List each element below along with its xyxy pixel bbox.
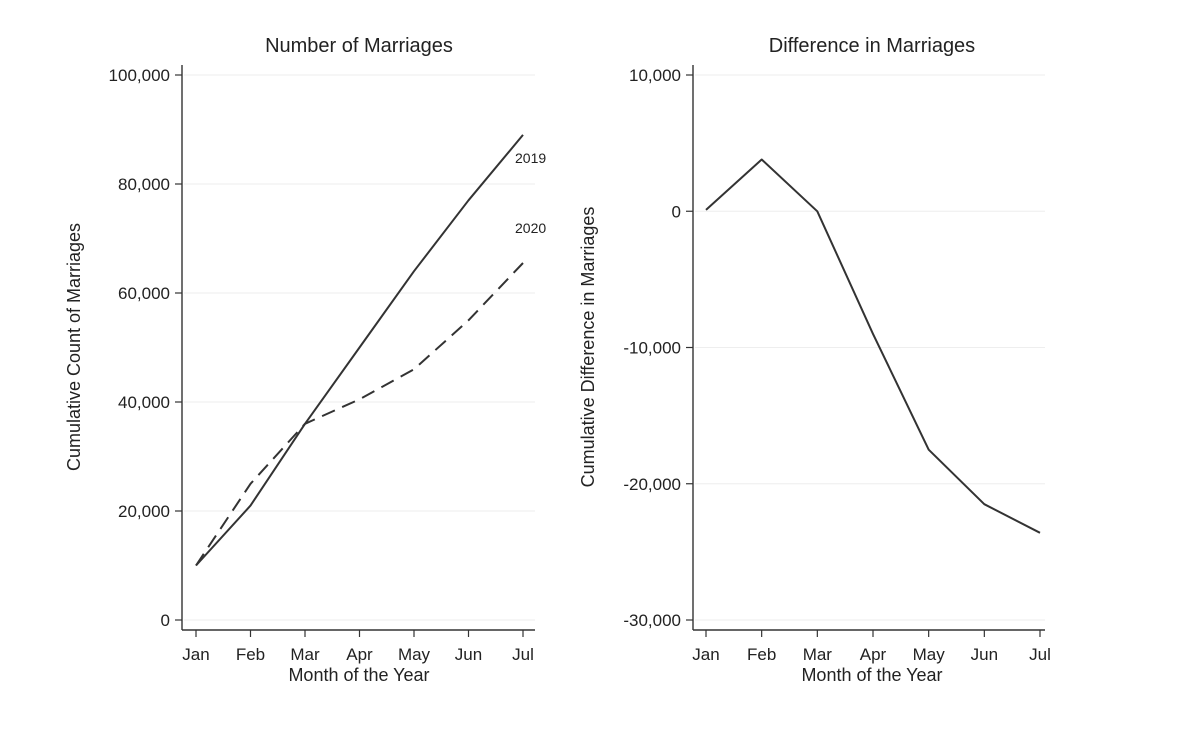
- panel-number-of-marriages: Number of Marriages 0 20,000 40,000 60,000 80…: [64, 35, 546, 685]
- y-axis-title: Cumulative Count of Marriages: [64, 223, 84, 471]
- y-tick-label: 60,000: [118, 284, 170, 303]
- x-tick-label: Jan: [182, 645, 209, 664]
- series-line: [196, 135, 523, 566]
- x-tick-label: Jul: [512, 645, 534, 664]
- series-line: [196, 263, 523, 566]
- chart-title: Number of Marriages: [265, 35, 453, 57]
- y-tick-label: -10,000: [623, 339, 681, 358]
- x-axis-title: Month of the Year: [288, 665, 429, 685]
- series-label: 2020: [515, 220, 546, 236]
- y-axis: 0 20,000 40,000 60,000 80,000 100,000 Cumulati…: [64, 65, 182, 630]
- x-axis: Jan Feb Mar Apr May Jun Jul Month of the Year: [182, 630, 535, 685]
- series-2020: 2020: [196, 220, 546, 565]
- y-tick-label: 40,000: [118, 393, 170, 412]
- series-line: [706, 160, 1040, 533]
- y-tick-label: 0: [672, 202, 681, 221]
- y-tick-label: -30,000: [623, 611, 681, 630]
- x-tick-label: May: [398, 645, 431, 664]
- panel-difference-in-marriages: Difference in Marriages -30,000 -20,000 -10…: [578, 35, 1051, 685]
- series-line: [706, 159, 1040, 532]
- y-tick-label: 100,000: [109, 66, 170, 85]
- x-tick-label: Mar: [290, 645, 320, 664]
- x-tick-label: Jun: [455, 645, 482, 664]
- y-tick-label: 0: [161, 611, 170, 630]
- x-tick-label: Mar: [803, 645, 833, 664]
- x-tick-label: Jun: [971, 645, 998, 664]
- y-axis-title: Cumulative Difference in Marriages: [578, 207, 598, 488]
- x-axis: Jan Feb Mar Apr May Jun Jul Month of the Year: [692, 630, 1051, 685]
- x-tick-label: Jul: [1029, 645, 1051, 664]
- y-tick-label: 10,000: [629, 66, 681, 85]
- x-tick-label: May: [913, 645, 946, 664]
- x-tick-label: Jan: [692, 645, 719, 664]
- x-tick-label: Apr: [860, 645, 887, 664]
- chart-title: Difference in Marriages: [769, 35, 975, 57]
- x-tick-label: Feb: [236, 645, 265, 664]
- x-axis-title: Month of the Year: [801, 665, 942, 685]
- x-tick-label: Feb: [747, 645, 776, 664]
- y-tick-label: 80,000: [118, 175, 170, 194]
- y-tick-label: 20,000: [118, 502, 170, 521]
- y-tick-label: -20,000: [623, 475, 681, 494]
- series-label: 2019: [515, 150, 546, 166]
- gridlines: [695, 75, 1045, 620]
- y-axis: -30,000 -20,000 -10,000 0 10,000 Cumulative D…: [578, 65, 693, 630]
- series-2019: 2019: [196, 135, 546, 566]
- x-tick-label: Apr: [346, 645, 373, 664]
